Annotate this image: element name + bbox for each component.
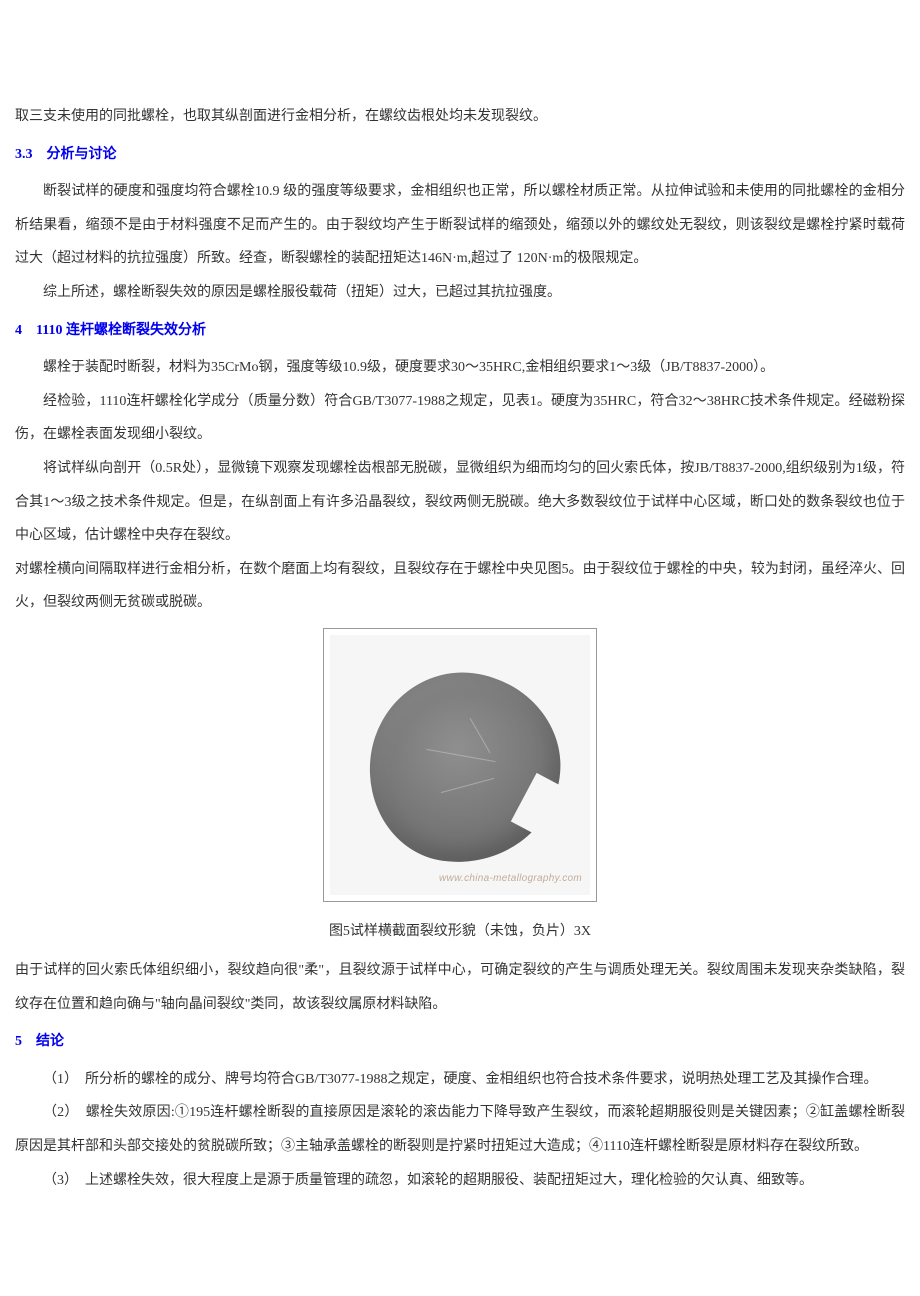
paragraph-4-a: 螺栓于装配时断裂，材料为35CrMo钢，强度等级10.9级，硬度要求30～35H…	[15, 351, 905, 385]
figure-5-caption: 图5试样横截面裂纹形貌（未蚀，负片）3X	[15, 915, 905, 949]
figure-5-container: www.china-metallography.com 图5试样横截面裂纹形貌（…	[15, 628, 905, 948]
heading-4: 4 1110 连杆螺栓断裂失效分析	[15, 314, 905, 348]
paragraph-intro: 取三支未使用的同批螺栓，也取其纵剖面进行金相分析，在螺纹齿根处均未发现裂纹。	[15, 100, 905, 134]
sample-cross-section	[358, 661, 573, 876]
paragraph-4-d: 对螺栓横向间隔取样进行金相分析，在数个磨面上均有裂纹，且裂纹存在于螺栓中央见图5…	[15, 553, 905, 620]
conclusion-item-3: （3） 上述螺栓失效，很大程度上是源于质量管理的疏忽，如滚轮的超期服役、装配扭矩…	[15, 1164, 905, 1198]
paragraph-4-c: 将试样纵向剖开（0.5R处），显微镜下观察发现螺栓齿根部无脱碳，显微组织为细而均…	[15, 452, 905, 553]
conclusion-item-1: （1） 所分析的螺栓的成分、牌号均符合GB/T3077-1988之规定，硬度、金…	[15, 1063, 905, 1097]
figure-5-image: www.china-metallography.com	[330, 635, 590, 895]
paragraph-4-b: 经检验，1110连杆螺栓化学成分（质量分数）符合GB/T3077-1988之规定…	[15, 385, 905, 452]
heading-3-3: 3.3 分析与讨论	[15, 138, 905, 172]
heading-5: 5 结论	[15, 1025, 905, 1059]
figure-5-frame: www.china-metallography.com	[323, 628, 597, 902]
conclusion-item-2: （2） 螺栓失效原因:①195连杆螺栓断裂的直接原因是滚轮的滚齿能力下降导致产生…	[15, 1096, 905, 1163]
paragraph-3-3-a: 断裂试样的硬度和强度均符合螺栓10.9 级的强度等级要求，金相组织也正常，所以螺…	[15, 175, 905, 276]
paragraph-3-3-b: 综上所述，螺栓断裂失效的原因是螺栓服役载荷（扭矩）过大，已超过其抗拉强度。	[15, 276, 905, 310]
figure-watermark: www.china-metallography.com	[439, 867, 582, 891]
paragraph-4-e: 由于试样的回火索氏体组织细小，裂纹趋向很"柔"，且裂纹源于试样中心，可确定裂纹的…	[15, 954, 905, 1021]
